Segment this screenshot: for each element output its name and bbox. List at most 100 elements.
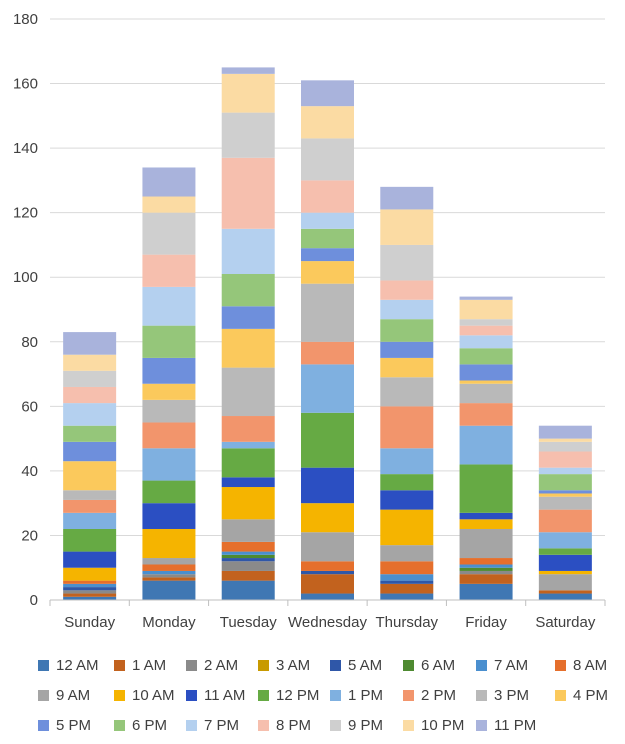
bar-segment	[63, 332, 117, 355]
legend-swatch	[330, 719, 341, 731]
bar-segment	[301, 261, 354, 284]
legend-swatch	[555, 689, 566, 701]
x-category-label: Tuesday	[220, 614, 277, 631]
bar-stack-saturday	[538, 425, 592, 600]
bar-segment	[142, 399, 196, 423]
legend-item: 2 AM	[186, 657, 258, 674]
bar-segment	[301, 412, 354, 468]
bar-segment	[221, 558, 275, 562]
bar-segment	[221, 73, 275, 113]
legend-label: 1 AM	[132, 656, 167, 674]
legend-label: 8 AM	[573, 656, 608, 674]
bar-segment	[380, 377, 434, 407]
bar-segment	[63, 441, 117, 462]
legend-swatch	[186, 659, 197, 671]
bar-segment	[142, 580, 196, 600]
legend-swatch	[555, 659, 566, 671]
legend-item: 1 PM	[330, 687, 403, 704]
bar-segment	[380, 209, 434, 245]
bar-segment	[63, 567, 117, 581]
bar-segment	[380, 561, 434, 575]
bar-segment	[63, 583, 117, 588]
bar-segment	[459, 364, 513, 381]
bar-segment	[221, 112, 275, 158]
bar-segment	[142, 254, 196, 287]
bar-segment	[221, 306, 275, 329]
x-category-label: Monday	[142, 614, 196, 631]
legend-label: 6 PM	[132, 716, 168, 734]
bar-segment	[459, 403, 513, 426]
bar-segment	[301, 180, 354, 213]
bar-segment	[380, 593, 434, 600]
bar-segment	[301, 138, 354, 181]
bar-segment	[142, 286, 196, 326]
y-tick-label: 0	[30, 592, 38, 609]
legend-swatch	[330, 689, 341, 701]
legend-label: 10 AM	[132, 686, 175, 704]
y-tick-label: 60	[21, 398, 38, 415]
legend-label: 11 PM	[494, 716, 537, 734]
bar-segment	[221, 157, 275, 229]
bar-segment	[301, 212, 354, 229]
bar-segment	[301, 503, 354, 533]
bar-segment	[538, 574, 592, 591]
bar-segment	[221, 273, 275, 307]
legend-label: 2 AM	[204, 656, 239, 674]
legend-item: 5 AM	[330, 657, 403, 674]
bar-segment	[142, 212, 196, 255]
legend-swatch	[403, 659, 414, 671]
bar-segment	[538, 490, 592, 494]
bar-segment	[63, 596, 117, 600]
bar-segment	[63, 403, 117, 426]
legend-item: 4 PM	[555, 687, 617, 704]
bar-segment	[380, 406, 434, 449]
bar-segment	[301, 570, 354, 575]
bar-segment	[301, 228, 354, 249]
bar-segment	[142, 357, 196, 384]
bar-segment	[380, 280, 434, 300]
y-tick-label: 100	[13, 269, 38, 286]
bar-segment	[538, 548, 592, 555]
bar-segment	[142, 196, 196, 213]
legend-label: 9 PM	[348, 716, 384, 734]
legend-item: 2 PM	[403, 687, 476, 704]
legend-item: 6 AM	[403, 657, 476, 674]
y-tick-label: 20	[21, 527, 38, 544]
bar-segment	[538, 509, 592, 533]
legend-swatch	[114, 689, 125, 701]
y-tick-label: 180	[13, 11, 38, 28]
bar-segment	[221, 367, 275, 417]
bar-segment	[538, 451, 592, 468]
y-tick-label: 120	[13, 205, 38, 222]
legend-label: 9 AM	[56, 686, 91, 704]
bar-stack-thursday	[380, 186, 434, 600]
legend-label: 2 PM	[421, 686, 457, 704]
bar-segment	[221, 580, 275, 600]
bar-segment	[538, 590, 592, 594]
bar-segment	[538, 554, 592, 571]
bar-segment	[380, 186, 434, 210]
bar-segment	[301, 341, 354, 365]
bar-segment	[63, 425, 117, 442]
legend-label: 10 PM	[421, 716, 465, 734]
bar-segment	[63, 580, 117, 584]
legend-item: 1 AM	[114, 657, 186, 674]
legend-swatch	[476, 659, 487, 671]
bar-segment	[301, 106, 354, 139]
bar-segment	[459, 348, 513, 365]
legend-swatch	[186, 719, 197, 731]
bar-segment	[221, 67, 275, 74]
bar-segment	[380, 244, 434, 281]
bar-segment	[221, 448, 275, 478]
bar-segment	[380, 490, 434, 510]
bar-segment	[301, 283, 354, 342]
bar-segment	[221, 561, 275, 571]
bar-segment	[380, 583, 434, 594]
bar-segment	[221, 441, 275, 449]
legend-item: 5 PM	[38, 717, 114, 734]
bar-segment	[538, 441, 592, 452]
bar-segment	[221, 519, 275, 542]
bar-segment	[301, 248, 354, 262]
bar-segment	[142, 503, 196, 529]
bar-stack-wednesday	[301, 80, 354, 600]
